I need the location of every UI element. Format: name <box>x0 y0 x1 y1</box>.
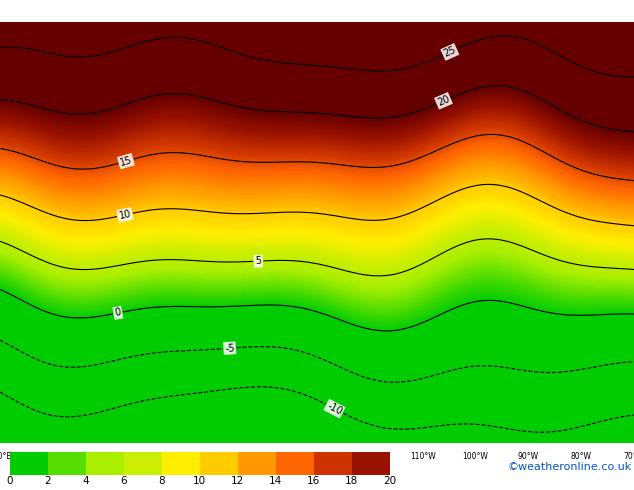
Text: 140°W: 140°W <box>251 452 277 461</box>
Text: 90°W: 90°W <box>518 452 539 461</box>
Text: Fr 07-06-2024 00:00 UTC (18+06): Fr 07-06-2024 00:00 UTC (18+06) <box>380 6 574 16</box>
Text: 100°W: 100°W <box>463 452 488 461</box>
Text: 8: 8 <box>158 476 165 486</box>
Text: 16: 16 <box>307 476 320 486</box>
Bar <box>238 452 276 475</box>
Text: 180°: 180° <box>44 452 62 461</box>
Bar <box>124 452 162 475</box>
Text: 18: 18 <box>346 476 358 486</box>
Text: 4: 4 <box>82 476 89 486</box>
Text: 15: 15 <box>119 155 133 168</box>
Text: 0: 0 <box>6 476 13 486</box>
Text: 2: 2 <box>44 476 51 486</box>
Text: 70°W: 70°W <box>623 452 634 461</box>
Text: 6: 6 <box>120 476 127 486</box>
Bar <box>48 452 86 475</box>
Text: 20: 20 <box>436 94 451 108</box>
Text: 5: 5 <box>255 256 262 266</box>
Text: 12: 12 <box>231 476 244 486</box>
Bar <box>10 452 48 475</box>
Text: 150°W: 150°W <box>198 452 224 461</box>
Text: 160°W: 160°W <box>146 452 171 461</box>
Text: 170°W: 170°W <box>93 452 119 461</box>
Text: 10: 10 <box>118 209 132 221</box>
Text: 80°W: 80°W <box>571 452 592 461</box>
Text: 170°E: 170°E <box>0 452 11 461</box>
Text: -10: -10 <box>325 401 344 416</box>
Text: Temperature 2m Spread mean+0 [°C] ECMWF: Temperature 2m Spread mean+0 [°C] ECMWF <box>3 6 247 16</box>
Bar <box>276 452 314 475</box>
Text: ©weatheronline.co.uk: ©weatheronline.co.uk <box>507 462 631 472</box>
Bar <box>314 452 352 475</box>
Bar <box>200 452 238 475</box>
Bar <box>86 452 124 475</box>
Text: 14: 14 <box>269 476 282 486</box>
Text: -5: -5 <box>224 343 235 354</box>
Text: 130°W: 130°W <box>304 452 330 461</box>
Text: 25: 25 <box>442 45 458 59</box>
Text: 120°W: 120°W <box>357 452 383 461</box>
Bar <box>352 452 390 475</box>
Text: 0: 0 <box>114 307 122 318</box>
Text: 110°W: 110°W <box>410 452 436 461</box>
Text: 10: 10 <box>193 476 206 486</box>
Bar <box>162 452 200 475</box>
Text: 20: 20 <box>384 476 396 486</box>
